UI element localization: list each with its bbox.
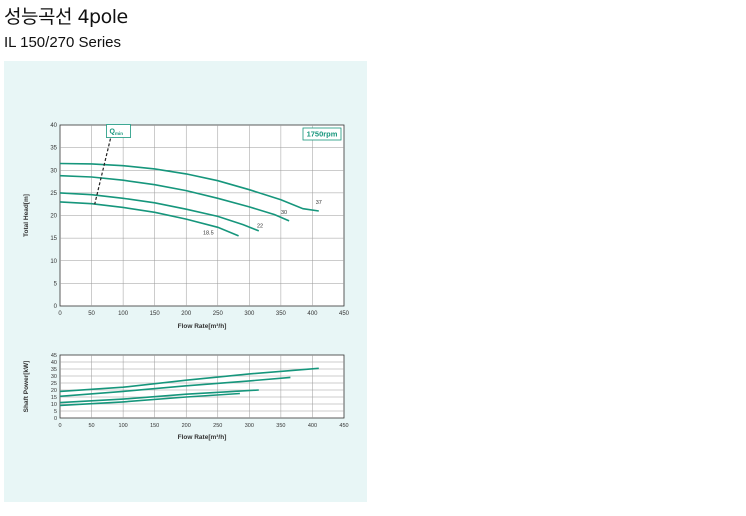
y-tick-label: 30 — [50, 168, 57, 174]
x-tick-label: 400 — [308, 423, 317, 429]
x-tick-label: 150 — [150, 423, 159, 429]
x-tick-label: 350 — [276, 311, 287, 317]
series-line-30 — [59, 376, 291, 398]
curve-label: 37 — [316, 200, 322, 206]
x-tick-label: 100 — [119, 423, 128, 429]
y-tick-label: 30 — [51, 374, 57, 380]
qmin-box — [106, 124, 131, 138]
qmin-dashed-line — [94, 138, 112, 205]
x-tick-label: 50 — [88, 311, 95, 317]
y-tick-label: 35 — [51, 367, 57, 373]
head-chart: 0 50 100 150 200 250 300 350 400 450 0 5 10 15 20 25 30 3… — [23, 123, 350, 330]
x-axis-label: Flow Rate[m³/h] — [178, 323, 227, 330]
chart-panel: 0 50 100 150 200 250 300 350 400 450 0 5 10 15 20 25 30 3… — [4, 61, 367, 502]
y-tick-label: 20 — [50, 214, 57, 220]
performance-curve-svg: 0 50 100 150 200 250 300 350 400 4500510152025303… — [23, 123, 350, 441]
x-tick-label: 450 — [339, 423, 348, 429]
page-subtitle: IL 150/270 Series — [4, 34, 122, 51]
y-tick-label: 5 — [54, 281, 58, 287]
x-tick-label: 450 — [339, 311, 350, 317]
y-tick-label: 10 — [51, 402, 57, 408]
y-tick-label: 0 — [54, 304, 58, 310]
x-tick-label: 0 — [58, 311, 62, 317]
x-tick-label: 250 — [213, 311, 224, 317]
y-tick-label: 15 — [51, 395, 57, 401]
x-axis-label: Flow Rate[m³/h] — [178, 434, 227, 441]
series-line-18-5 — [59, 392, 240, 407]
y-tick-label: 5 — [54, 409, 57, 415]
qmin-subscript: min — [115, 131, 123, 136]
y-tick-label: 40 — [51, 360, 57, 366]
series-line-37 — [59, 162, 319, 212]
x-tick-label: 350 — [276, 423, 285, 429]
page-title: 성능곡선 4pole — [4, 6, 128, 28]
curve-label: 18.5 — [203, 231, 214, 237]
series-line-22 — [59, 389, 259, 404]
power-chart: 0 50 100 150 200 250 300 350 400 4500510152025303… — [23, 353, 349, 441]
x-tick-label: 0 — [58, 423, 61, 429]
y-axis-label: Total Head[m] — [23, 194, 30, 237]
series-line-37 — [59, 367, 319, 393]
x-tick-label: 200 — [182, 423, 191, 429]
x-tick-label: 300 — [245, 423, 254, 429]
y-tick-label: 35 — [50, 146, 57, 152]
x-tick-label: 300 — [244, 311, 255, 317]
rpm-badge — [302, 127, 342, 141]
series-line-30 — [59, 174, 290, 222]
y-axis-label: Shaft Power[kW] — [23, 361, 30, 413]
qmin-label: Qmin — [109, 129, 123, 137]
y-tick-label: 10 — [50, 259, 57, 265]
x-tick-label: 400 — [307, 311, 318, 317]
y-tick-label: 0 — [54, 416, 57, 422]
y-tick-label: 25 — [50, 191, 57, 197]
series-line-22 — [59, 192, 260, 232]
x-tick-label: 250 — [213, 423, 222, 429]
y-tick-label: 40 — [50, 123, 57, 129]
y-tick-label: 25 — [51, 381, 57, 387]
plot-area — [59, 354, 345, 419]
x-tick-label: 100 — [118, 311, 129, 317]
curve-label: 30 — [281, 210, 287, 216]
y-tick-label: 45 — [51, 353, 57, 359]
y-tick-label: 20 — [51, 388, 57, 394]
rpm-label: 1750rpm — [307, 130, 338, 139]
x-tick-label: 50 — [88, 423, 94, 429]
curve-label: 22 — [257, 224, 263, 230]
series-line-18-5 — [59, 201, 239, 237]
x-tick-label: 200 — [181, 311, 192, 317]
x-tick-label: 150 — [150, 311, 161, 317]
y-tick-label: 15 — [50, 236, 57, 242]
